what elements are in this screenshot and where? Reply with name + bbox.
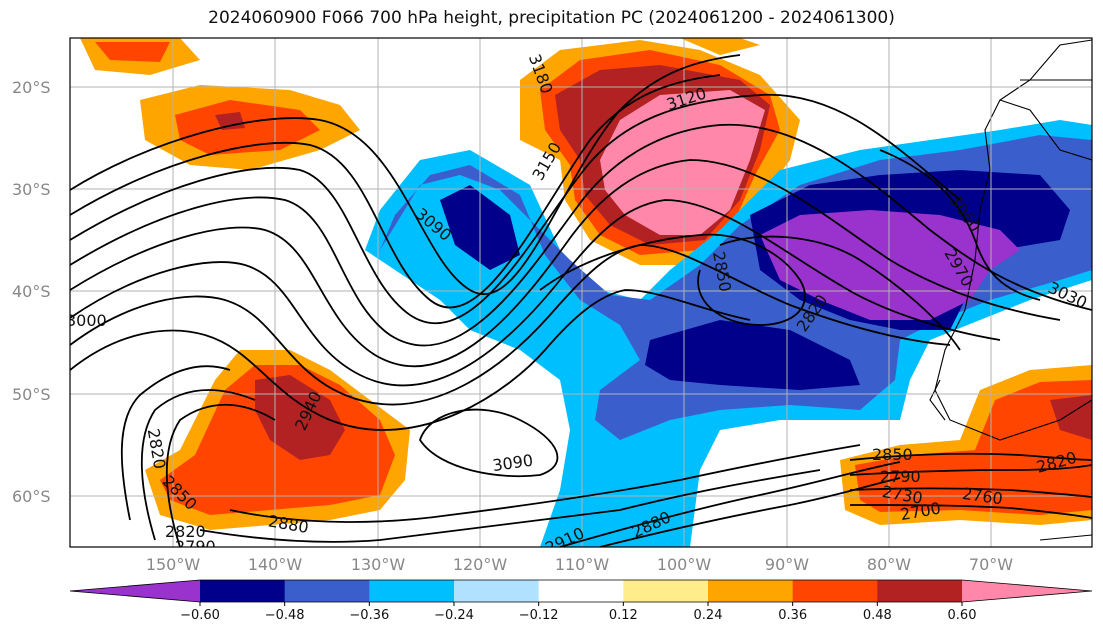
lat-tick-label: 20°S [12, 78, 51, 97]
lon-tick-label: 110°W [555, 555, 610, 574]
contour-label: 2820 [165, 522, 206, 541]
lon-tick-label: 100°W [657, 555, 712, 574]
colorbar-cell [538, 580, 624, 602]
colorbar-tick-label: 0.36 [778, 608, 807, 623]
colorbar-tick-label: −0.48 [265, 608, 305, 623]
colorbar-cell [877, 580, 963, 602]
lat-tick-label: 40°S [12, 282, 51, 301]
colorbar-cell [200, 580, 286, 602]
lon-tick-label: 130°W [351, 555, 406, 574]
lon-tick-label: 80°W [867, 555, 911, 574]
lat-tick-label: 30°S [12, 180, 51, 199]
lon-tick-label: 90°W [765, 555, 809, 574]
lon-tick-label: 120°W [453, 555, 508, 574]
colorbar-cell [623, 580, 709, 602]
colorbar-cell [454, 580, 540, 602]
colorbar-cell [284, 580, 370, 602]
latitude-axis: 20°S 30°S 40°S 50°S 60°S [12, 78, 51, 506]
map-title: 2024060900 F066 700 hPa height, precipit… [208, 8, 895, 28]
colorbar-tick-label: 0.48 [863, 608, 892, 623]
lat-tick-label: 50°S [12, 385, 51, 404]
map-panel: 3180 3150 3120 3090 3000 2850 2820 2970 … [66, 38, 1092, 556]
longitude-axis: 150°W 140°W 130°W 120°W 110°W 100°W 90°W… [146, 555, 1013, 574]
contour-label: 3000 [66, 311, 107, 330]
contour-label: 2850 [872, 445, 913, 464]
map-frame [69, 37, 1093, 548]
colorbar-tick-label: 0.24 [694, 608, 723, 623]
height-contours [70, 54, 1092, 547]
precipitation-shading [80, 38, 1092, 547]
colorbar-cell [962, 580, 1092, 602]
lon-tick-label: 140°W [248, 555, 303, 574]
contour-label: 2790 [175, 537, 216, 556]
lon-tick-label: 70°W [969, 555, 1013, 574]
colorbar-tick-label: −0.60 [180, 608, 220, 623]
colorbar-cell [792, 580, 878, 602]
colorbar-cell [708, 580, 794, 602]
colorbar-tick-label: 0.12 [609, 608, 638, 623]
lat-tick-label: 60°S [12, 487, 51, 506]
colorbar-cell [369, 580, 455, 602]
lon-tick-label: 150°W [146, 555, 201, 574]
colorbar-tick-label: 0.60 [948, 608, 977, 623]
colorbar-tick-label: −0.12 [519, 608, 559, 623]
colorbar-cell [70, 580, 200, 602]
contour-label: 2790 [880, 467, 921, 486]
colorbar-tick-label: −0.24 [434, 608, 474, 623]
colorbar: −0.60 −0.48 −0.36 −0.24 −0.12 0.12 0.24 0.36 0.4… [69, 579, 1093, 623]
colorbar-tick-label: −0.36 [349, 608, 389, 623]
